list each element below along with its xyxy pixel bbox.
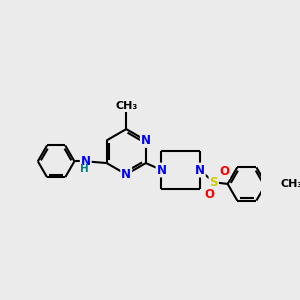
Text: S: S <box>209 176 218 189</box>
Text: O: O <box>219 165 229 178</box>
Text: N: N <box>81 155 91 168</box>
Text: H: H <box>80 164 89 174</box>
Text: N: N <box>121 168 131 181</box>
Text: O: O <box>204 188 214 201</box>
Text: N: N <box>157 164 166 176</box>
Text: CH₃: CH₃ <box>115 101 137 111</box>
Text: N: N <box>195 164 205 176</box>
Text: N: N <box>141 134 151 147</box>
Text: CH₃: CH₃ <box>281 179 300 189</box>
